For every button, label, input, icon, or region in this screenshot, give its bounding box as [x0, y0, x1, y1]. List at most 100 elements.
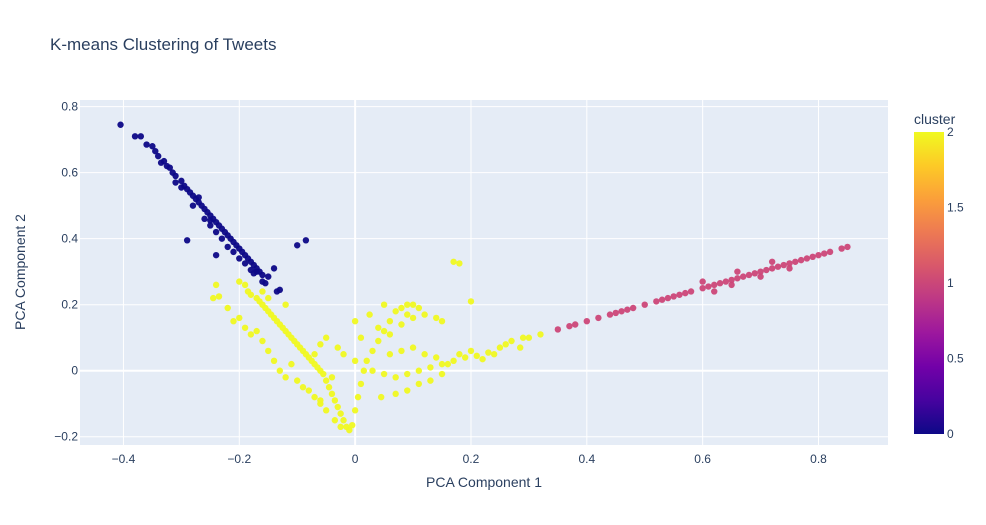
cluster-2-point: [236, 278, 243, 285]
cluster-2-point: [317, 400, 324, 407]
cluster-1-point: [797, 256, 805, 264]
cluster-0-point: [178, 184, 185, 191]
cluster-2-point: [537, 331, 544, 338]
cluster-2-point: [236, 314, 243, 322]
cluster-2-point: [479, 355, 486, 363]
cluster-2-point: [438, 370, 446, 378]
cluster-2-point: [415, 367, 423, 374]
cluster-2-point: [270, 357, 278, 365]
cluster-0-point: [265, 273, 272, 280]
cluster-1-point: [751, 270, 758, 277]
cluster-0-point: [241, 260, 249, 267]
cluster-2-point: [299, 384, 307, 391]
cluster-1-point: [780, 261, 787, 269]
cluster-0-point: [117, 121, 124, 128]
cluster-0-point: [230, 248, 237, 256]
cluster-2-point: [415, 380, 423, 388]
cluster-2-point: [357, 334, 365, 341]
cluster-2-point: [351, 317, 359, 325]
cluster-1-point: [792, 258, 799, 265]
cluster-2-point: [438, 360, 446, 368]
cluster-0-point: [270, 265, 278, 272]
cluster-0-point: [294, 242, 301, 249]
cluster-1-point: [641, 301, 648, 308]
cluster-2-point: [508, 337, 515, 345]
cluster-2-point: [241, 324, 249, 331]
cluster-2-point: [363, 357, 370, 365]
cluster-0-point: [178, 177, 185, 185]
cluster-2-point: [421, 351, 428, 358]
cluster-0-point: [236, 255, 243, 262]
cluster-2-point: [241, 281, 249, 289]
cluster-0-point: [166, 164, 173, 171]
cluster-0-point: [131, 133, 139, 140]
cluster-2-point: [392, 390, 399, 398]
x-axis-title: PCA Component 1: [426, 474, 542, 490]
cluster-1-point: [653, 298, 660, 305]
cluster-2-point: [377, 393, 385, 401]
y-tick-label: 0: [71, 364, 78, 378]
cluster-2-point: [392, 374, 399, 381]
x-tick-label: 0: [352, 452, 359, 466]
cluster-2-point: [404, 311, 411, 318]
cluster-2-point: [357, 380, 365, 388]
cluster-0-point: [212, 228, 220, 236]
cluster-0-point: [195, 194, 202, 201]
cluster-1-point: [734, 275, 741, 282]
x-tick-label: 0.4: [578, 452, 595, 466]
cluster-1-point: [716, 280, 724, 287]
cluster-0-point: [201, 215, 208, 223]
cluster-2-point: [450, 258, 457, 265]
cluster-0-point: [259, 278, 266, 285]
cluster-1-point: [821, 250, 828, 257]
cluster-2-point: [496, 344, 504, 351]
cluster-2-point: [253, 327, 260, 335]
cluster-2-point: [398, 321, 405, 328]
cluster-1-point: [572, 321, 579, 328]
cluster-2-point: [433, 314, 440, 322]
cluster-1-point: [763, 266, 770, 274]
cluster-2-point: [409, 314, 417, 322]
cluster-2-point: [398, 347, 405, 355]
cluster-1-point: [757, 273, 764, 280]
cluster-0-point: [212, 251, 220, 259]
cluster-2-point: [230, 317, 237, 325]
cluster-2-point: [334, 403, 341, 411]
cluster-2-point: [247, 291, 255, 298]
cluster-2-point: [415, 304, 423, 312]
cluster-2-point: [322, 377, 330, 384]
cluster-2-point: [517, 344, 524, 351]
cluster-2-point: [409, 301, 417, 308]
cluster-1-point: [844, 243, 851, 251]
colorbar: [914, 132, 944, 434]
cluster-2-point: [334, 344, 341, 351]
cluster-2-point: [305, 387, 312, 394]
cluster-2-point: [386, 331, 394, 338]
x-axis-ticks: −0.4 −0.2 0 0.2 0.4 0.6 0.8: [112, 452, 828, 466]
colorbar-tick-label: 0.5: [947, 352, 964, 366]
y-axis-ticks: −0.2 0 0.2 0.4 0.6 0.8: [54, 100, 78, 444]
x-tick-label: 0.8: [810, 452, 827, 466]
cluster-2-point: [340, 417, 347, 424]
colorbar-tick-label: 0: [947, 427, 954, 441]
cluster-2-point: [450, 357, 457, 365]
cluster-2-point: [282, 301, 289, 308]
cluster-2-point: [366, 311, 373, 318]
x-tick-label: 0.6: [694, 452, 711, 466]
cluster-2-point: [346, 426, 353, 434]
cluster-0-point: [302, 237, 310, 244]
colorbar-tick-label: 1.5: [947, 201, 964, 215]
y-tick-label: 0.6: [61, 166, 78, 180]
cluster-2-point: [265, 347, 272, 355]
cluster-1-point: [838, 245, 845, 252]
cluster-1-point: [745, 271, 753, 279]
cluster-1-point: [711, 288, 718, 295]
cluster-2-point: [369, 367, 376, 374]
cluster-1-point: [629, 304, 637, 312]
cluster-2-point: [409, 344, 417, 351]
cluster-2-point: [331, 417, 339, 424]
cluster-1-point: [554, 326, 562, 333]
cluster-1-point: [768, 258, 776, 265]
cluster-2-point: [325, 384, 333, 391]
cluster-2-point: [210, 294, 217, 302]
